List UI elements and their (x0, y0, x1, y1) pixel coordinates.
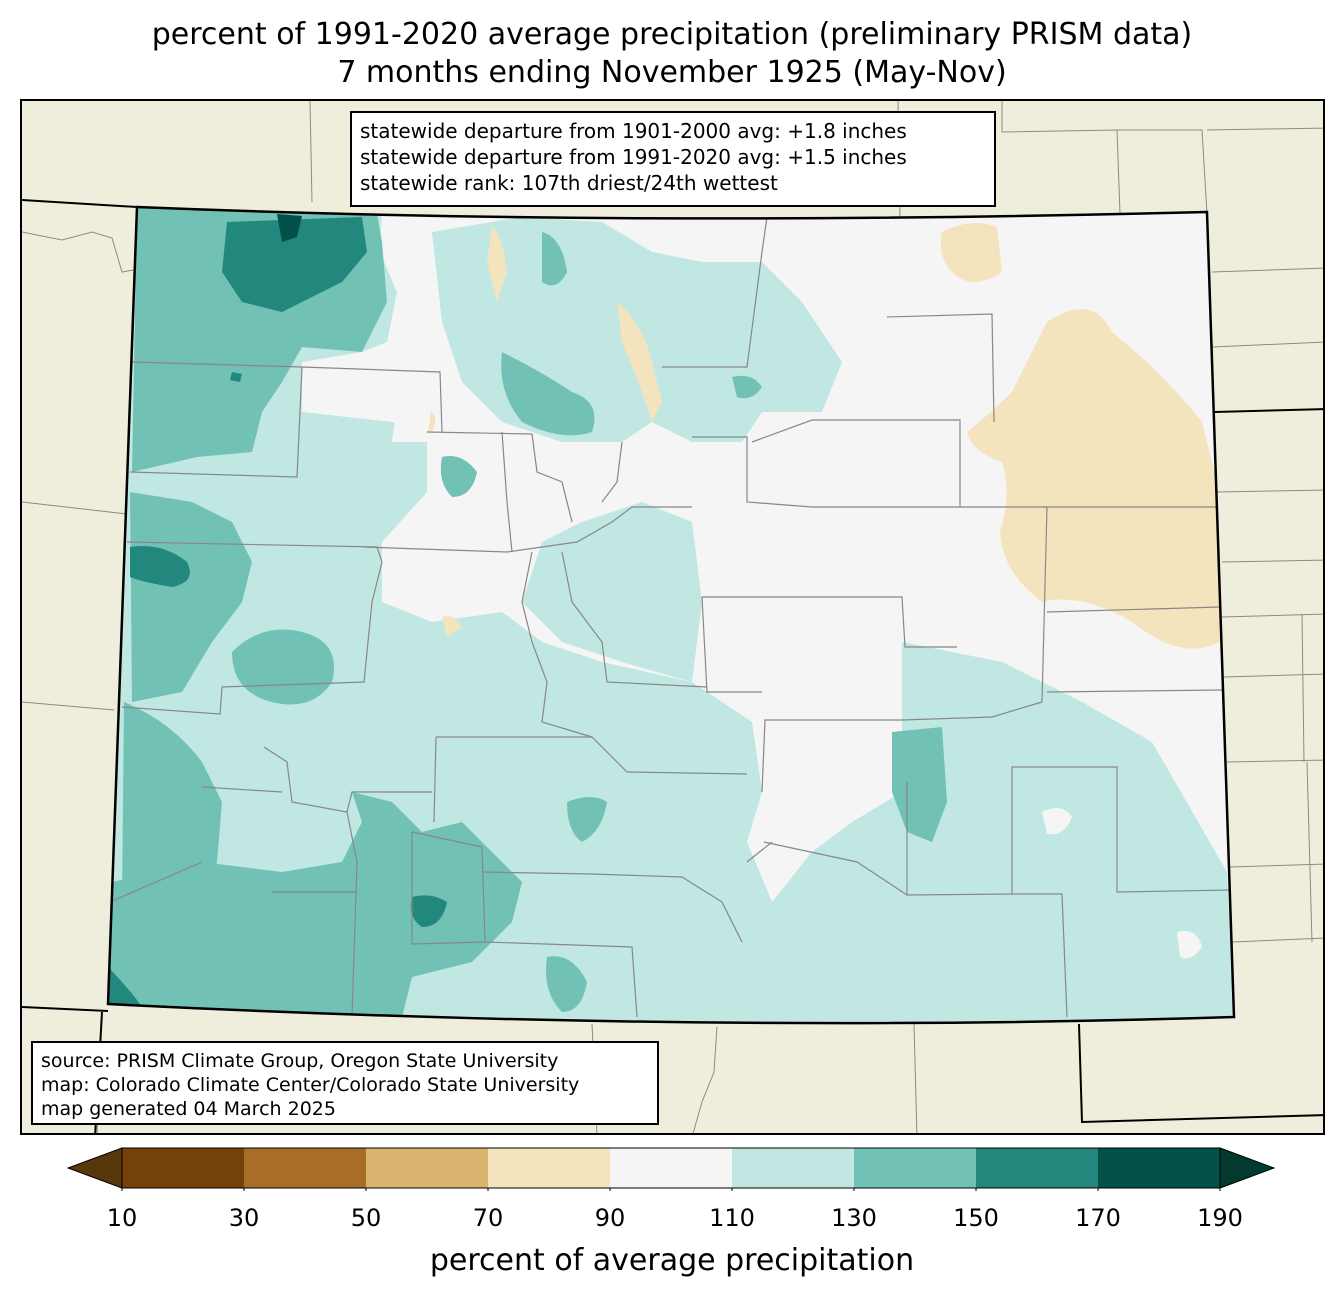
stats-statewide-rank: statewide rank: 107th driest/24th wettes… (360, 171, 778, 195)
colorado-map-svg (22, 101, 1323, 1133)
colorbar-tick-label: 30 (228, 1204, 260, 1232)
colorbar-segment (1098, 1148, 1220, 1188)
precipitation-contours (108, 207, 1234, 1024)
colorbar-segment (122, 1148, 244, 1188)
stats-departure-1991-2020: statewide departure from 1991-2020 avg: … (360, 145, 907, 169)
map-title-line1: percent of 1991-2020 average precipitati… (151, 17, 1193, 52)
colorbar-tick-label: 130 (831, 1204, 877, 1232)
colorbar-segment (732, 1148, 854, 1188)
colorbar-svg (66, 1147, 1276, 1194)
statewide-stats-box: statewide departure from 1901-2000 avg: … (350, 111, 996, 207)
colorbar-tick-label: 170 (1075, 1204, 1121, 1232)
colorbar-label: percent of average precipitation (429, 1243, 915, 1278)
source-credits-box: source: PRISM Climate Group, Oregon Stat… (31, 1041, 659, 1125)
colorbar-tick-label: 10 (106, 1204, 138, 1232)
map-panel (20, 99, 1325, 1135)
colorbar-segment (488, 1148, 610, 1188)
colorbar-tick-label: 70 (472, 1204, 504, 1232)
colorbar-tick-label: 150 (953, 1204, 999, 1232)
county-lines (109, 216, 1231, 1018)
colorbar-segment (976, 1148, 1098, 1188)
colorbar-over-arrow (1219, 1147, 1276, 1189)
colorbar (64, 1145, 1280, 1195)
colorado-state-border (106, 205, 1236, 1025)
colorbar-under-arrow (66, 1147, 123, 1189)
colorbar-tick-label: 110 (709, 1204, 755, 1232)
colorbar-tick-label: 90 (594, 1204, 626, 1232)
stats-departure-1901-2000: statewide departure from 1901-2000 avg: … (360, 119, 907, 143)
colorbar-tick-label: 50 (350, 1204, 382, 1232)
map-credit-line: map: Colorado Climate Center/Colorado St… (41, 1074, 580, 1096)
colorbar-tick-label: 190 (1197, 1204, 1243, 1232)
colorbar-segment (366, 1148, 488, 1188)
colorbar-segment (610, 1148, 732, 1188)
map-title-line2: 7 months ending November 1925 (May-Nov) (337, 55, 1007, 90)
generated-date-line: map generated 04 March 2025 (41, 1098, 336, 1120)
source-line: source: PRISM Climate Group, Oregon Stat… (41, 1050, 559, 1072)
colorbar-frame (121, 1147, 1221, 1189)
colorbar-segment (854, 1148, 976, 1188)
colorbar-segment (244, 1148, 366, 1188)
